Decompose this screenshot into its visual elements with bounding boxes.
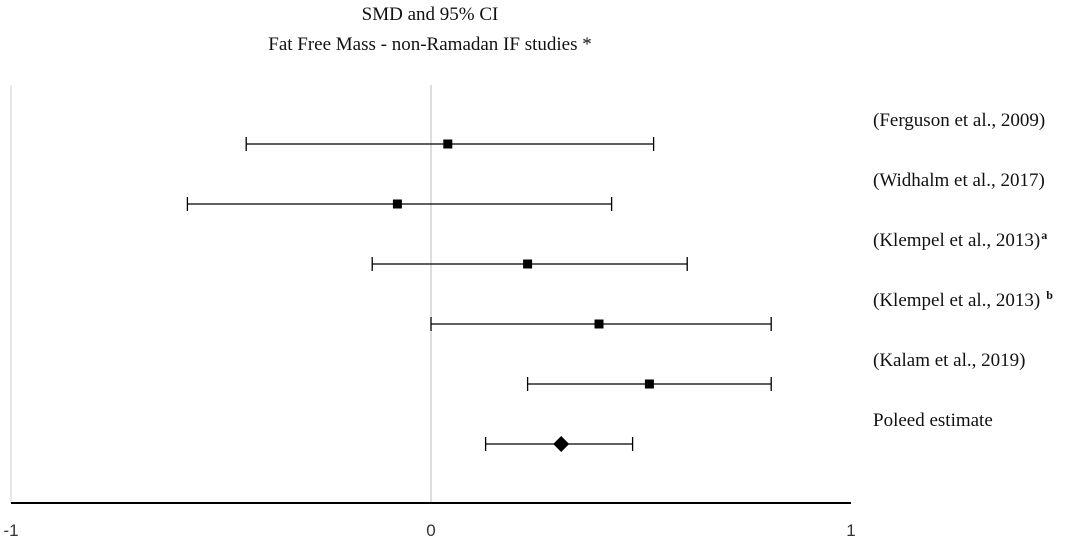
point-estimate-marker [392,199,402,209]
point-estimate-marker [644,379,654,389]
pooled-estimate-marker [553,436,570,452]
study-label: (Klempel et al., 2013)a [873,228,1047,251]
study-label: (Klempel et al., 2013) b [873,288,1053,311]
study-label-superscript: a [1041,228,1047,242]
x-tick-label: 1 [846,521,855,540]
chart-subtitle: Fat Free Mass - non-Ramadan IF studies * [268,34,591,55]
study-label: Poleed estimate [873,410,993,431]
x-tick-label: 0 [426,521,435,540]
study-label: (Widhalm et al., 2017) [873,170,1045,191]
point-estimate-marker [443,139,453,149]
point-estimate-marker [594,319,604,329]
plot-area: -1 0 1 (Ferguson et al., 2009) (Widhalm et a… [3,85,1053,540]
study-label: (Kalam et al., 2019) [873,350,1025,371]
x-tick-label: -1 [3,521,18,540]
study-label-superscript: b [1046,288,1053,302]
study-label: (Ferguson et al., 2009) [873,110,1045,131]
chart-title: SMD and 95% CI [362,4,499,25]
point-estimate-marker [523,259,533,269]
